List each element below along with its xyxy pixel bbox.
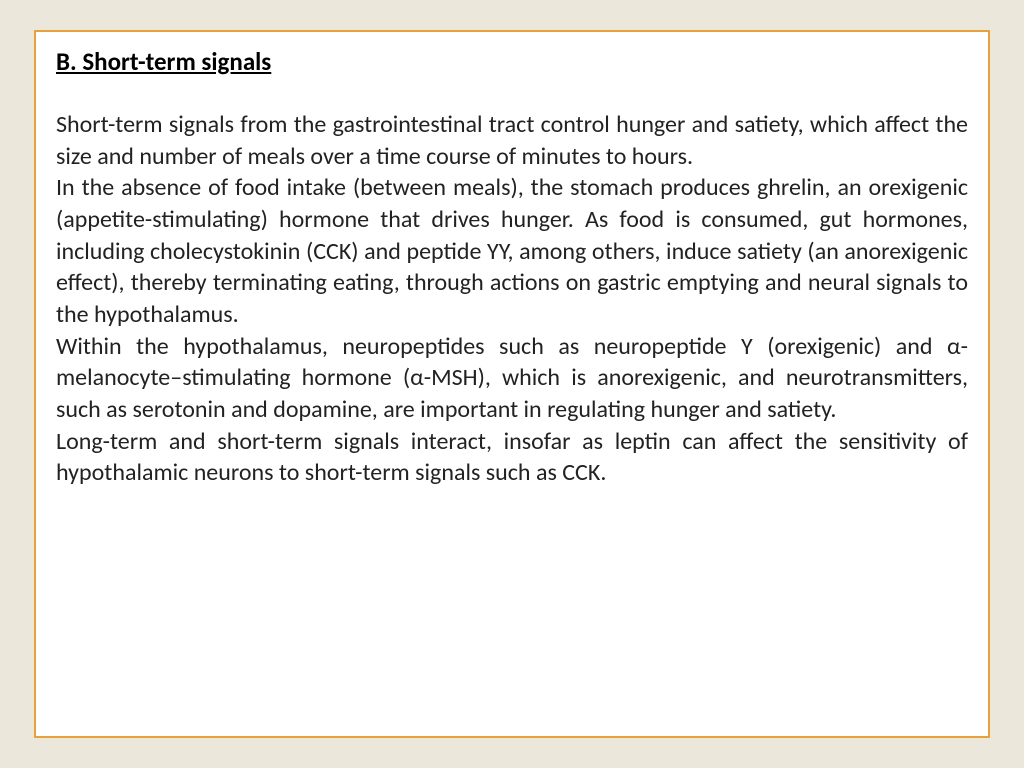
paragraph-1: Short-term signals from the gastrointest… <box>56 109 968 172</box>
paragraph-2: In the absence of food intake (between m… <box>56 172 968 330</box>
section-heading: B. Short-term signals <box>56 46 968 77</box>
slide-content-box: B. Short-term signals Short-term signals… <box>34 30 990 738</box>
paragraph-4: Long-term and short-term signals interac… <box>56 426 968 489</box>
paragraph-3: Within the hypothalamus, neuropeptides s… <box>56 331 968 426</box>
body-text-block: Short-term signals from the gastrointest… <box>56 109 968 489</box>
